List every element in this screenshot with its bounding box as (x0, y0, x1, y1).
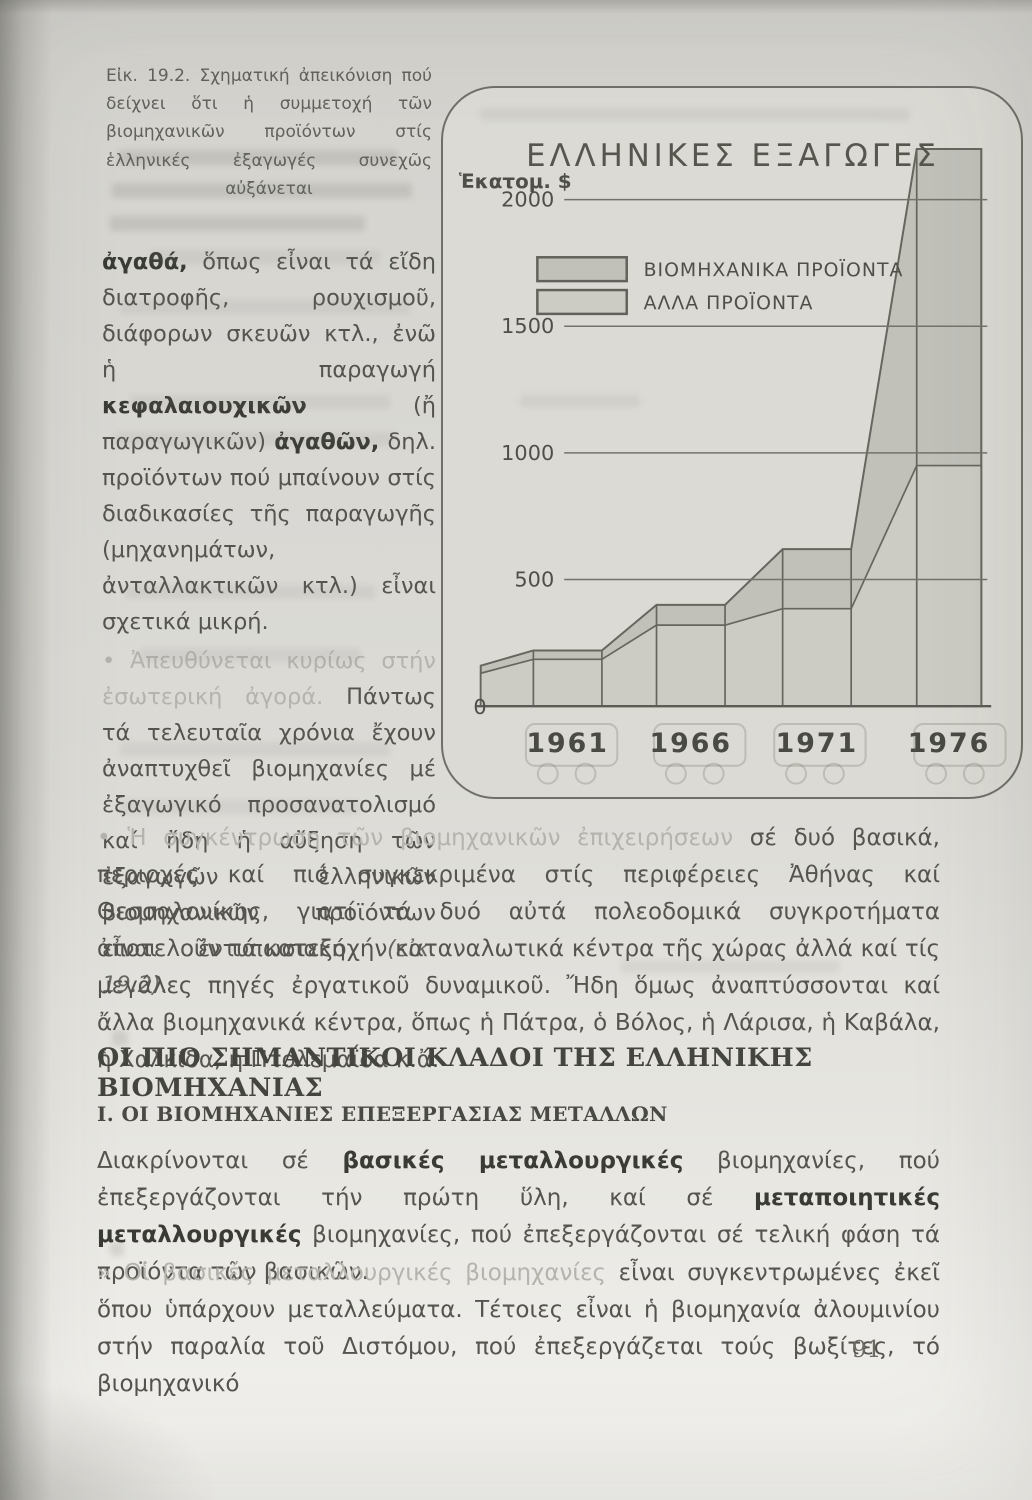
bold-run: ἀγαθά, (102, 249, 188, 275)
y-tick-label: 1500 (501, 314, 554, 338)
text-run: βιομηχανίες, πού ἐπεξεργάζονται σέ τελικ… (97, 1222, 940, 1285)
subsection-heading: Ι. ΟΙ ΒΙΟΜΗΧΑΝΙΕΣ ΕΠΕΞΕΡΓΑΣΙΑΣ ΜΕΤΑΛΛΩΝ (97, 1102, 668, 1126)
faded-highlight-run: » Οἱ βασικές μεταλλουργικές βιομηχανίες (97, 1260, 607, 1286)
page-top-edge-shadow (0, 0, 1032, 14)
paragraph-text: Διακρίνονται σέ βασικές μεταλλουργικές β… (97, 1143, 940, 1291)
ghost-wagon-wheel (664, 762, 687, 785)
ghost-wagon-wheel (785, 762, 807, 785)
ghost-wagon-outline (524, 723, 619, 767)
text-run: βιομηχανίες, πού ἐπεξεργάζονται τήν πρώτ… (97, 1148, 940, 1211)
paragraph-basic-metallurgy: » Οἱ βασικές μεταλλουργικές βιομηχανίες … (97, 1255, 940, 1403)
x-category-label: 1966 (650, 728, 733, 759)
x-category-label: 1971 (776, 728, 859, 759)
y-axis-unit-label: Ἑκατομ. $ (459, 170, 572, 193)
figure-caption: Εἰκ. 19.2. Σχηματική ἀπεικόνιση πού δείχ… (106, 66, 432, 199)
bold-run: βασικές μεταλλουργικές (342, 1148, 684, 1174)
y-tick-label: 1000 (501, 441, 554, 465)
faded-highlight-run: • Ἡ συγκέντρωση τῶν βιομηχανικῶν ἐπιχειρ… (97, 825, 734, 851)
ghost-wagon-wheel (574, 762, 597, 785)
page-number: 91 (852, 1337, 882, 1363)
bold-run: ἀγαθῶν, (274, 429, 380, 455)
legend-label: ΑΛΛΑ ΠΡΟΪΟΝΤΑ (644, 291, 814, 314)
paragraph-text: » Οἱ βασικές μεταλλουργικές βιομηχανίες … (97, 1255, 940, 1403)
ghost-wagon-wheel (536, 762, 559, 785)
legend-swatch (536, 256, 628, 283)
page-left-edge-shadow (0, 0, 52, 1500)
legend-swatch (536, 288, 628, 316)
text-run: Διακρίνονται σέ (97, 1148, 343, 1174)
text-run: σέ δυό βασικά, περιοχές καί πιό συγκεκρι… (97, 825, 940, 1073)
legend-label: ΒΙΟΜΗΧΑΝΙΚΑ ΠΡΟΪΟΝΤΑ (644, 258, 904, 281)
text-run: Πάντως τά τελευταῖα χρόνια ἔχουν ἀναπτυχ… (102, 684, 436, 962)
y-tick-label: 2000 (501, 188, 554, 212)
ghost-wagon-wheel (702, 762, 725, 785)
faded-highlight-run: • Ἀπευθύνεται κυρίως στήν ἐσωτερική ἀγορ… (102, 648, 436, 710)
text-run: ὅπως εἶναι τά εἴδη διατροφῆς, ρουχισμοῦ,… (102, 249, 436, 383)
ghost-wagon-outline (773, 723, 867, 767)
exports-chart-panel: 500 1000 1500 2000 0 ΕΛΛΗΝΙΚΕΣ ΕΞΑΓΩΓΕΣ Ἑκατομ… (441, 86, 1023, 799)
ghost-wagon-outline (913, 723, 1007, 767)
paragraph-goods: ἀγαθά, ὅπως εἶναι τά εἴδη διατροφῆς, ρου… (102, 244, 436, 640)
paragraph-concentration: • Ἡ συγκέντρωση τῶν βιομηχανικῶν ἐπιχειρ… (97, 820, 940, 1079)
ghost-wagon-wheel (822, 762, 845, 785)
chart-title: ΕΛΛΗΝΙΚΕΣ ΕΞΑΓΩΓΕΣ (526, 138, 940, 174)
text-run: εἶναι συγκεντρωμένες ἐκεῖ ὅπου ὑπάρχουν … (97, 1260, 941, 1397)
ghost-wagon-outline (653, 723, 747, 767)
paragraph-domestic-market: • Ἀπευθύνεται κυρίως στήν ἐσωτερική ἀγορ… (102, 643, 436, 1003)
bold-run: μεταποιητικές μεταλλουργικές (97, 1185, 940, 1248)
y-tick-label: 500 (514, 568, 554, 592)
bold-run: κεφαλαιουχικῶν (102, 393, 307, 419)
figure-reference: (εἰκ. 19.2). (102, 936, 436, 998)
bleed-through-ghost (110, 216, 365, 231)
ghost-wagon-wheel (925, 762, 948, 785)
other-products-area (479, 464, 983, 708)
section-heading: ΟΙ ΠΙΟ ΣΗΜΑΝΤΙΚΟΙ ΚΛΑΔΟΙ ΤΗΣ ΕΛΛΗΝΙΚΗΣ Β… (97, 1043, 813, 1103)
text-run: δηλ. προϊόντων πού μπαίνουν στίς διαδικα… (102, 429, 436, 635)
text-run: (ἤ παραγωγικῶν) (102, 393, 436, 455)
exports-area-chart: 500 1000 1500 2000 0 ΕΛΛΗΝΙΚΕΣ ΕΞΑΓΩΓΕΣἙκατομ… (459, 138, 1007, 785)
x-category-label: 1961 (526, 728, 609, 759)
paragraph-metallurgy-types: Διακρίνονται σέ βασικές μεταλλουργικές β… (97, 1143, 940, 1291)
y-tick-label: 0 (473, 695, 486, 719)
ghost-wagon-wheel (962, 762, 985, 785)
left-text-column: ἀγαθά, ὅπως εἶναι τά εἴδη διατροφῆς, ρου… (102, 244, 436, 1006)
paragraph-text: • Ἡ συγκέντρωση τῶν βιομηχανικῶν ἐπιχειρ… (97, 820, 940, 1079)
x-category-label: 1976 (908, 728, 991, 759)
